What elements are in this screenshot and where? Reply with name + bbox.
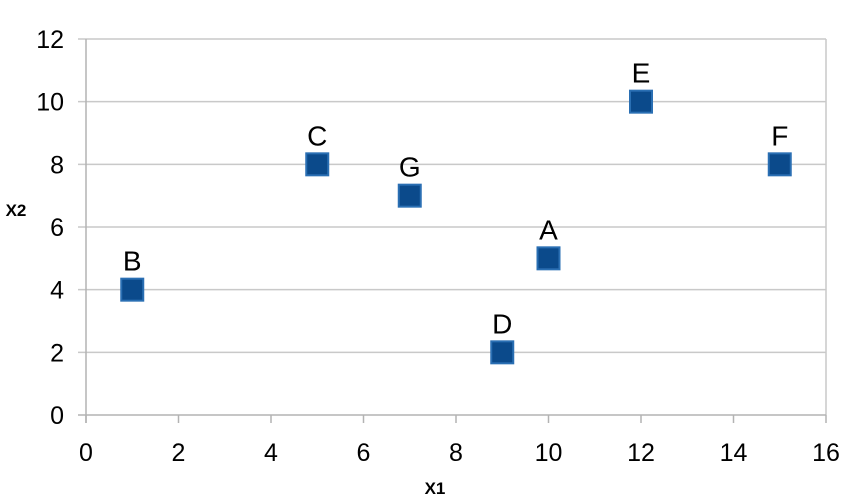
axes — [78, 39, 827, 423]
data-point-g — [397, 183, 422, 208]
y-tick-label: 10 — [36, 89, 64, 117]
x-tick-label: 12 — [627, 439, 655, 467]
x-axis-title: X1 — [425, 479, 446, 498]
x-tick-label: 14 — [720, 439, 748, 467]
y-tick-label: 6 — [50, 214, 64, 242]
data-points — [120, 89, 792, 365]
y-tick-label: 8 — [50, 151, 64, 179]
y-tick-label: 2 — [50, 339, 64, 367]
x-tick-label: 10 — [535, 439, 563, 467]
data-point-a — [536, 246, 561, 271]
point-label-b: B — [123, 246, 142, 277]
data-point-e — [629, 89, 653, 114]
point-label-c: C — [307, 120, 327, 151]
point-label-d: D — [492, 308, 512, 339]
data-point-c — [305, 152, 330, 177]
x-tick-label: 2 — [172, 439, 186, 467]
y-tick-label: 0 — [50, 402, 64, 430]
x-tick-label: 8 — [449, 439, 463, 467]
y-axis-title: X2 — [6, 201, 27, 220]
point-label-f: F — [771, 120, 788, 151]
point-labels: A B C D E F G — [123, 58, 788, 340]
tick-labels: 0 2 4 6 8 10 12 0 2 4 6 8 10 12 14 16 — [36, 26, 840, 467]
y-tick-label: 4 — [50, 277, 64, 305]
x-tick-label: 6 — [357, 439, 371, 467]
point-label-g: G — [399, 152, 421, 183]
data-point-d — [490, 340, 515, 365]
point-label-e: E — [632, 58, 651, 89]
y-tick-label: 12 — [36, 26, 64, 54]
x-tick-label: 4 — [264, 439, 278, 467]
x-tick-label: 16 — [812, 439, 840, 467]
point-label-a: A — [539, 214, 558, 245]
grid-lines — [78, 38, 827, 415]
data-point-f — [767, 152, 792, 177]
data-point-b — [120, 277, 145, 302]
x-tick-label: 0 — [79, 439, 93, 467]
